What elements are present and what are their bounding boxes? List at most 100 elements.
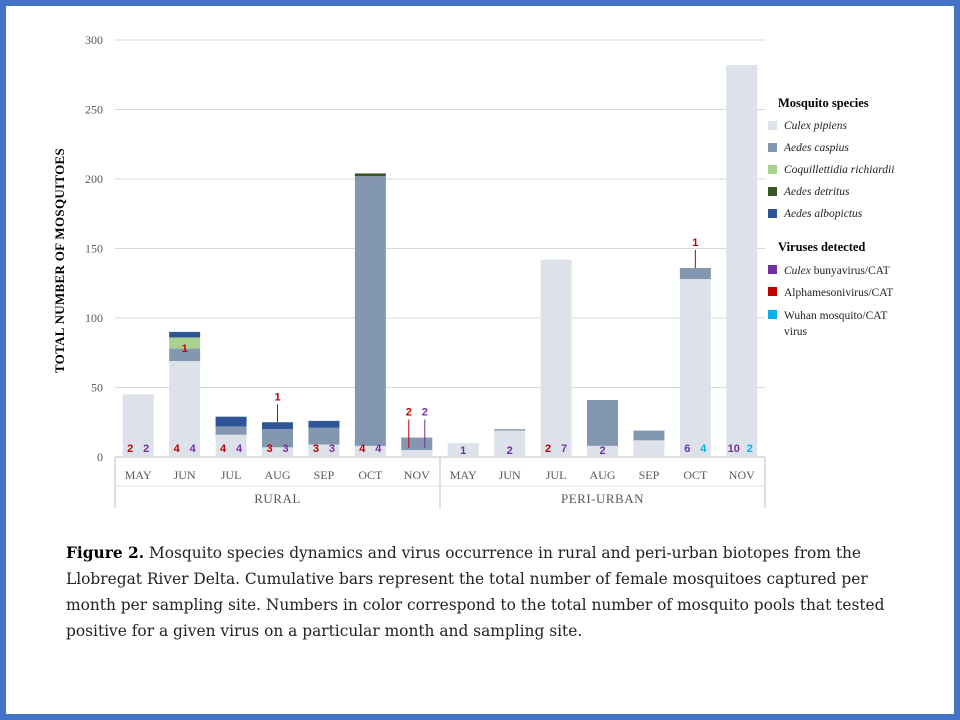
- bar-segment-3: [169, 337, 201, 349]
- figure-caption: Figure 2. Mosquito species dynamics and …: [66, 540, 912, 644]
- legend-swatch: [768, 209, 777, 218]
- virus-count-label: 2: [143, 443, 149, 455]
- legend-swatch: [768, 310, 777, 319]
- virus-count-label: 3: [266, 443, 272, 455]
- virus-count-label: 4: [236, 443, 243, 455]
- virus-count-label: 1: [692, 237, 698, 249]
- bar-segment-1: [354, 445, 386, 457]
- virus-count-label: 7: [561, 443, 567, 455]
- virus-count-label: 2: [747, 443, 753, 455]
- virus-count-label: 10: [728, 443, 740, 455]
- stacked-bar-chart: 0 50 100 150 200 250 300 TOTAL NUMBER OF MOSQUI…: [52, 33, 894, 508]
- virus-count-label: 2: [127, 443, 133, 455]
- y-tick-label: 0: [97, 450, 103, 464]
- bar-segment-1: [494, 430, 526, 457]
- virus-count-label: 3: [313, 443, 319, 455]
- legend-swatch: [768, 143, 777, 152]
- x-tick-label: OCT: [683, 468, 708, 482]
- bar-segment-1: [308, 444, 340, 457]
- y-tick-label: 50: [91, 381, 103, 395]
- virus-count-label: 2: [406, 407, 412, 419]
- bar-segment-2: [401, 437, 433, 451]
- x-tick-label: SEP: [639, 468, 660, 482]
- bar-segment-1: [401, 450, 433, 457]
- bar-segment-1: [726, 65, 758, 458]
- bar-segment-1: [215, 434, 247, 457]
- bar-segment-1: [169, 361, 201, 457]
- legend-swatch: [768, 287, 777, 296]
- virus-count-label: 1: [274, 391, 280, 403]
- legend-label: Aedes detritus: [783, 186, 850, 198]
- bar-segment-2: [494, 429, 526, 431]
- y-tick-label: 300: [85, 33, 103, 47]
- x-tick-label: AUG: [590, 468, 616, 482]
- virus-count-label: 3: [282, 443, 288, 455]
- caption-text: Mosquito species dynamics and virus occu…: [66, 544, 885, 640]
- bar-segment-1: [262, 447, 293, 457]
- bar-segment-1: [447, 443, 479, 457]
- virus-count-label: 4: [700, 443, 707, 455]
- virus-count-label: 2: [422, 407, 428, 419]
- bar-segment-2: [354, 176, 386, 446]
- bar-segment-4: [354, 173, 386, 177]
- x-tick-label: AUG: [265, 468, 291, 482]
- y-tick-label: 200: [85, 172, 103, 186]
- x-tick-label: NOV: [729, 468, 755, 482]
- legend-label: virus: [784, 326, 808, 338]
- x-tick-label: JUN: [499, 468, 521, 482]
- bar-segment-1: [540, 259, 572, 457]
- legend-label: Aedes caspius: [783, 142, 849, 154]
- legend-swatch: [768, 187, 777, 196]
- x-tick-label: MAY: [450, 468, 477, 482]
- virus-count-label: 4: [220, 443, 227, 455]
- x-tick-label: JUN: [174, 468, 196, 482]
- x-tick-label: MAY: [125, 468, 152, 482]
- x-tick-label: JUL: [546, 468, 567, 482]
- caption-label: Figure 2.: [66, 544, 145, 562]
- y-tick-label: 250: [85, 103, 103, 117]
- virus-count-label: 2: [545, 443, 551, 455]
- bar-segment-2: [215, 426, 247, 435]
- y-axis-title: TOTAL NUMBER OF MOSQUITOES: [52, 148, 67, 373]
- x-tick-label: SEP: [314, 468, 335, 482]
- bar-segment-2: [262, 429, 293, 448]
- x-tick-label: JUL: [221, 468, 242, 482]
- bar-segment-2: [308, 427, 340, 445]
- virus-count-label: 1: [460, 445, 466, 457]
- bar-segment-1: [587, 445, 618, 457]
- bar-segment-2: [169, 348, 201, 362]
- bar-segment-2: [587, 400, 618, 446]
- y-tick-label: 100: [85, 311, 103, 325]
- group-label: PERI-URBAN: [561, 491, 644, 506]
- bar-segment-5: [262, 422, 293, 430]
- legend-label: Alphamesonivirus/CAT: [784, 287, 893, 299]
- legend-label: Culex pipiens: [784, 120, 847, 132]
- virus-count-label: 1: [182, 343, 188, 355]
- legend-swatch: [768, 121, 777, 130]
- legend-swatch: [768, 265, 777, 274]
- virus-count-label: 4: [359, 443, 366, 455]
- bar-segment-1: [122, 394, 154, 457]
- bar-segment-5: [215, 416, 247, 427]
- virus-count-label: 4: [174, 443, 181, 455]
- legend-label: Culex bunyavirus/CAT: [784, 265, 890, 277]
- virus-count-label: 6: [684, 443, 690, 455]
- virus-legend-title: Viruses detected: [778, 240, 865, 254]
- virus-count-label: 2: [507, 445, 513, 457]
- x-tick-label: OCT: [358, 468, 383, 482]
- bar-segment-2: [633, 430, 665, 441]
- y-tick-label: 150: [85, 242, 103, 256]
- legend-label: Wuhan mosquito/CAT: [784, 310, 887, 322]
- species-legend-title: Mosquito species: [778, 96, 869, 110]
- virus-count-label: 3: [329, 443, 335, 455]
- virus-count-label: 4: [190, 443, 197, 455]
- bar-segment-5: [308, 420, 340, 428]
- bar-segment-5: [169, 331, 201, 338]
- virus-count-label: 4: [375, 443, 382, 455]
- legend-label: Aedes albopictus: [783, 208, 863, 220]
- group-label: RURAL: [254, 491, 301, 506]
- bar-segment-1: [679, 279, 711, 457]
- legend-swatch: [768, 165, 777, 174]
- legend-label: Coquillettidia richiardii: [784, 164, 894, 176]
